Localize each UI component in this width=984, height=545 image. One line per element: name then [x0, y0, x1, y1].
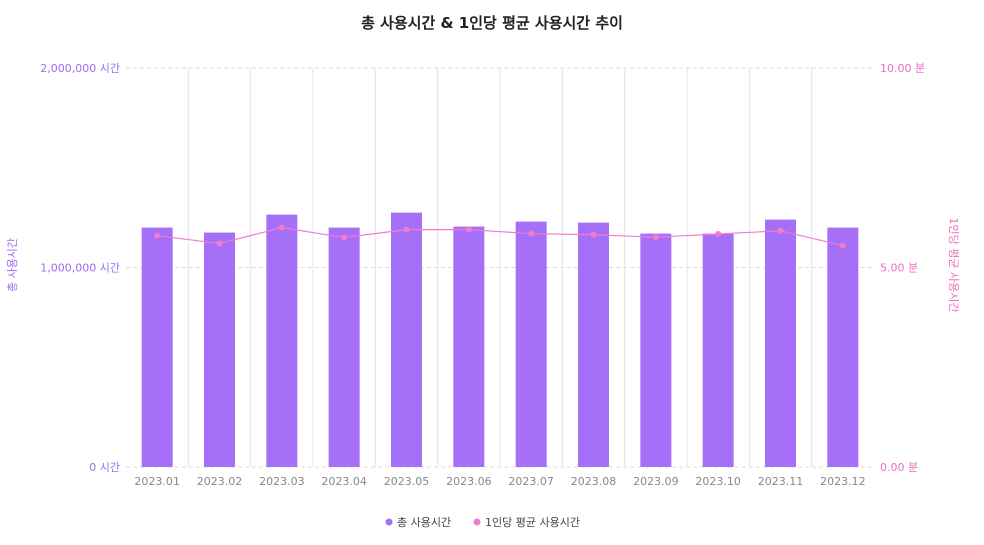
- bar-series: [141, 212, 859, 467]
- bar-2023.03[interactable]: [266, 214, 298, 467]
- x-tick-label: 2023.07: [508, 475, 554, 488]
- right-axis-title: 1인당 평균 사용시간: [947, 218, 960, 313]
- bar-2023.04[interactable]: [328, 227, 360, 467]
- point-2023.11[interactable]: [777, 227, 784, 234]
- point-2023.09[interactable]: [652, 234, 659, 241]
- left-tick-label: 1,000,000 시간: [40, 262, 120, 275]
- point-2023.12[interactable]: [839, 242, 846, 249]
- left-tick-label: 2,000,000 시간: [40, 62, 120, 75]
- x-tick-label: 2023.01: [134, 475, 180, 488]
- point-2023.06[interactable]: [465, 226, 472, 233]
- x-tick-label: 2023.05: [384, 475, 430, 488]
- line-series: [154, 224, 846, 249]
- bar-2023.07[interactable]: [515, 221, 547, 467]
- left-tick-label: 0 시간: [89, 461, 120, 474]
- x-tick-label: 2023.10: [695, 475, 741, 488]
- x-tick-label: 2023.02: [197, 475, 243, 488]
- bar-2023.12[interactable]: [827, 227, 859, 467]
- point-2023.04[interactable]: [341, 234, 348, 241]
- point-2023.08[interactable]: [590, 231, 597, 238]
- chart-title: 총 사용시간 & 1인당 평균 사용시간 추이: [361, 14, 623, 32]
- left-axis-ticks: 0 시간 1,000,000 시간 2,000,000 시간: [40, 62, 120, 474]
- right-tick-label: 10.00 분: [880, 62, 925, 75]
- right-axis-ticks: 0.00 분 5.00 분 10.00 분: [880, 62, 925, 474]
- point-2023.03[interactable]: [278, 224, 285, 231]
- point-2023.05[interactable]: [403, 226, 410, 233]
- bar-2023.02[interactable]: [204, 232, 235, 467]
- right-tick-label: 0.00 분: [880, 461, 918, 474]
- point-2023.02[interactable]: [216, 240, 223, 247]
- point-2023.01[interactable]: [154, 232, 161, 239]
- grid: [126, 67, 874, 468]
- left-axis-title: 총 사용시간: [6, 238, 19, 292]
- x-tick-label: 2023.03: [259, 475, 305, 488]
- legend-label-total: 총 사용시간: [397, 516, 451, 529]
- bar-2023.06[interactable]: [453, 226, 485, 467]
- average-line: [157, 226, 843, 247]
- bar-2023.11[interactable]: [765, 219, 796, 467]
- legend-label-average: 1인당 평균 사용시간: [485, 516, 580, 529]
- bar-2023.09[interactable]: [640, 233, 672, 467]
- x-tick-label: 2023.12: [820, 475, 866, 488]
- legend-marker-average: [473, 518, 481, 526]
- x-tick-label: 2023.11: [758, 475, 804, 488]
- legend: 총 사용시간 1인당 평균 사용시간: [385, 516, 580, 529]
- right-tick-label: 5.00 분: [880, 262, 918, 275]
- x-tick-label: 2023.09: [633, 475, 679, 488]
- bar-2023.08[interactable]: [578, 222, 609, 467]
- x-tick-label: 2023.06: [446, 475, 492, 488]
- x-axis-ticks: 2023.01 2023.02 2023.03 2023.04 2023.05 2023.…: [134, 475, 865, 488]
- legend-marker-total: [385, 518, 393, 526]
- bar-2023.10[interactable]: [702, 233, 734, 467]
- bar-2023.05[interactable]: [391, 212, 422, 467]
- x-tick-label: 2023.04: [321, 475, 367, 488]
- point-2023.07[interactable]: [528, 230, 535, 237]
- x-tick-label: 2023.08: [571, 475, 617, 488]
- point-2023.10[interactable]: [715, 230, 722, 237]
- bar-2023.01[interactable]: [141, 227, 173, 467]
